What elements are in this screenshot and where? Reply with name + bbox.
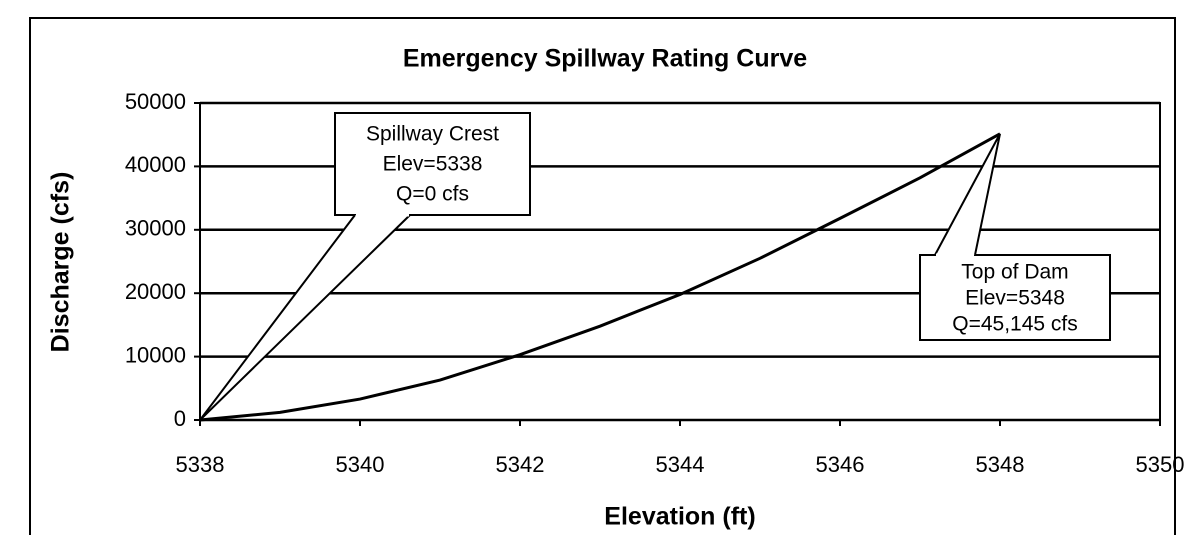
annotation-text: Elev=5338: [383, 153, 483, 176]
chart-frame: [29, 17, 1176, 535]
plot-area: [199, 102, 1161, 421]
annotation-text: Q=45,145 cfs: [952, 313, 1078, 336]
callout-pointer: [934, 133, 1001, 256]
chart-title: Emergency Spillway Rating Curve: [403, 45, 807, 73]
data-line: [199, 132, 1001, 422]
y-tick-label: 0: [174, 406, 186, 431]
y-tick-label: 50000: [125, 89, 186, 114]
y-tick-label: 10000: [125, 342, 186, 367]
x-tick-label: 5344: [656, 452, 705, 477]
y-tick-label: 30000: [125, 216, 186, 241]
annotation-text: Elev=5348: [965, 287, 1065, 310]
callout-pointer: [199, 214, 411, 421]
x-axis-label: Elevation (ft): [604, 503, 755, 531]
y-tick-label: 20000: [125, 279, 186, 304]
x-tick-label: 5342: [496, 452, 545, 477]
x-tick-label: 5346: [816, 452, 865, 477]
x-tick-label: 5350: [1136, 452, 1185, 477]
y-axis-label: Discharge (cfs): [47, 172, 75, 353]
callout: [334, 112, 531, 216]
x-tick-label: 5340: [336, 452, 385, 477]
callout: [919, 254, 1111, 341]
x-tick-label: 5348: [976, 452, 1025, 477]
y-tick-label: 40000: [125, 152, 186, 177]
annotation-text: Top of Dam: [961, 261, 1068, 284]
x-tick-label: 5338: [176, 452, 225, 477]
annotation-text: Spillway Crest: [366, 123, 499, 146]
annotation-text: Q=0 cfs: [396, 183, 469, 206]
